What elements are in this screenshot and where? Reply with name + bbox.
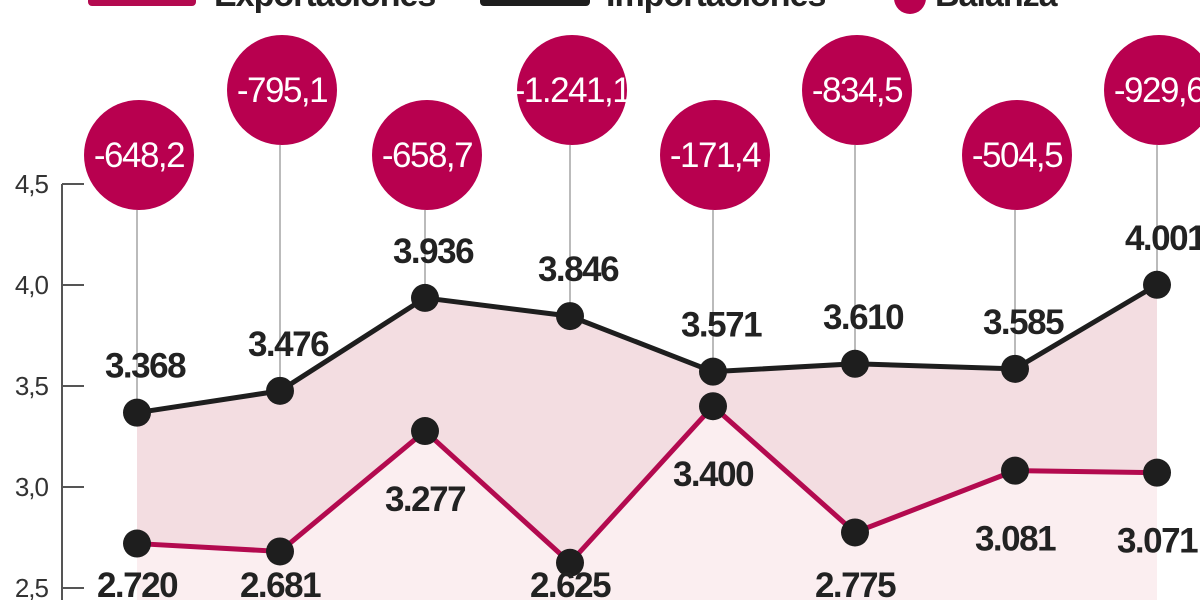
exports-data-label: 3.071 [1117,522,1198,561]
exports-point [411,417,439,446]
balance-data-label: -795,1 [237,71,327,110]
y-tick-label: 2,5 [15,573,49,600]
y-tick-label: 3,0 [15,472,49,502]
balance-data-label: -1.241,1 [514,71,630,110]
exports-data-label: 2.625 [530,566,611,600]
y-tick-label: 4,0 [15,270,49,300]
balance-data-label: -658,7 [382,136,472,175]
imports-data-label: 4.001 [1125,219,1200,258]
exports-data-label: 3.277 [385,480,465,519]
exports-line [136,403,1158,566]
balance-data-label: -171,4 [670,136,761,175]
balance-bubble [372,100,482,210]
imports-point [841,349,869,378]
imports-data-label: 3.368 [105,347,186,386]
exports-point [699,392,727,421]
exports-data-label: 2.720 [97,566,178,600]
legend: Exportaciones Importaciones Balanza [88,0,1060,14]
imports-data-label: 3.476 [248,325,329,364]
imports-data-label: 3.610 [823,298,904,337]
y-tick-label: 4,5 [15,169,49,199]
exports-point [123,529,151,558]
imports-point [123,398,151,427]
imports-point [1001,354,1029,383]
imports-point [699,357,727,386]
y-tick-label: 3,5 [15,371,49,401]
exports-point [1143,458,1171,487]
legend-swatch-exportaciones [88,0,196,6]
imports-data-label: 3.936 [393,232,474,271]
exports-data-label: 2.775 [815,566,896,600]
balance-data-label: -929,6 [1114,71,1200,110]
imports-point [266,376,294,405]
exports-point [266,537,294,566]
balance-bubble [227,35,337,145]
balance-bubble [962,100,1072,210]
imports-data-label: 3.585 [983,303,1064,342]
legend-swatch-balanza [894,0,926,14]
legend-label-balanza: Balanza [935,0,1059,14]
legend-label-exportaciones: Exportaciones [214,0,435,14]
exports-data-label: 2.681 [240,566,321,600]
area-between-series [137,284,1157,563]
balance-data-label: -648,2 [94,136,184,175]
balance-bubble [84,100,194,210]
exports-data-label: 3.400 [673,455,754,494]
balance-data-label: -504,5 [972,136,1062,175]
balance-bubble [517,35,627,145]
exports-point [556,548,584,577]
balance-bubble [802,35,912,145]
area-below-exports [137,406,1157,600]
imports-point [556,302,584,331]
balance-bubble [1104,35,1200,145]
exports-point [841,518,869,547]
imports-data-label: 3.846 [538,250,619,289]
legend-swatch-importaciones [480,0,590,6]
legend-label-importaciones: Importaciones [606,0,825,14]
balance-data-label: -834,5 [812,71,902,110]
exports-data-label: 3.081 [975,520,1056,559]
exports-point [1001,456,1029,485]
imports-point [411,283,439,312]
imports-point [1143,270,1171,299]
imports-line [136,282,1159,416]
balance-bubble [660,100,770,210]
imports-data-label: 3.571 [681,306,762,345]
